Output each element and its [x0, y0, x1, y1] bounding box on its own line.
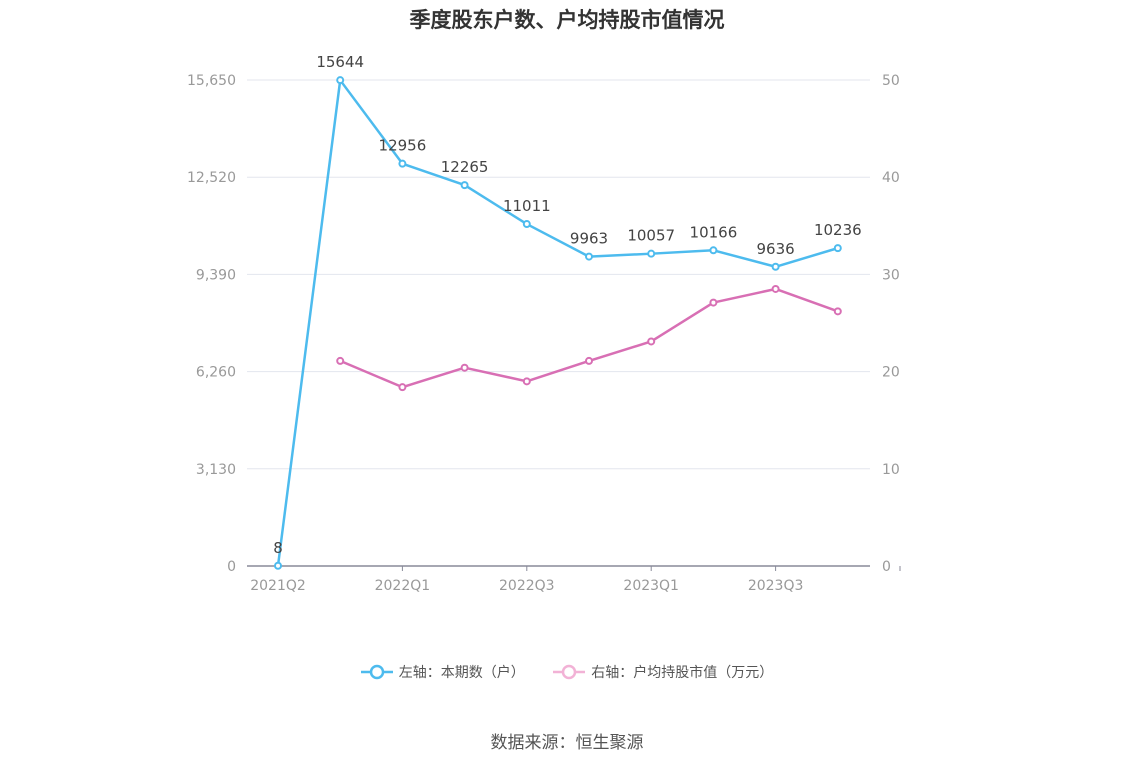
legend-item-right[interactable]: 右轴：户均持股市值（万元） — [553, 662, 773, 682]
x-tick-label: 2023Q3 — [748, 578, 804, 594]
data-point — [398, 159, 407, 168]
data-point — [460, 363, 469, 372]
legend-label-left: 左轴：本期数（户） — [398, 665, 525, 681]
data-point — [709, 246, 718, 255]
data-label: 15644 — [316, 53, 364, 71]
data-point — [585, 356, 593, 365]
data-label: 10057 — [627, 227, 675, 245]
x-tick-label: 2022Q3 — [499, 578, 555, 594]
x-tick-label: 2022Q1 — [375, 578, 431, 594]
left-tick-label: 12,520 — [187, 170, 236, 186]
x-tick-label: 2023Q1 — [623, 578, 679, 594]
data-label: 12956 — [379, 137, 427, 155]
data-point — [522, 377, 531, 386]
data-point — [647, 337, 656, 346]
right-tick-label: 50 — [882, 73, 900, 89]
data-label: 9636 — [757, 240, 795, 258]
data-point — [336, 356, 345, 365]
data-label: 11011 — [503, 197, 551, 215]
left-axis-ticks: 0 3,130 6,260 9,390 12,520 15,650 — [187, 73, 236, 575]
right-axis-ticks: 0 10 20 30 40 50 — [882, 73, 900, 575]
right-tick-label: 10 — [882, 462, 900, 478]
legend-line-icon — [360, 664, 393, 680]
series-lines — [274, 76, 842, 570]
left-tick-label: 0 — [227, 559, 236, 575]
legend-label-right: 右轴：户均持股市值（万元） — [591, 665, 774, 681]
data-label: 9963 — [570, 230, 608, 248]
left-tick-label: 9,390 — [196, 267, 236, 283]
x-tick-label: 2021Q2 — [250, 578, 306, 594]
legend-line-icon — [553, 664, 586, 680]
left-tick-label: 15,650 — [187, 73, 236, 89]
data-label: 12265 — [441, 158, 489, 176]
data-point — [833, 244, 842, 253]
data-point — [585, 252, 593, 261]
legend-item-left[interactable]: 左轴：本期数（户） — [360, 662, 525, 682]
x-axis: 2021Q2 2022Q1 2022Q3 2023Q1 2023Q3 — [247, 565, 901, 594]
data-point — [709, 298, 718, 307]
right-tick-label: 40 — [882, 170, 900, 186]
grid-lines — [247, 79, 870, 470]
data-point — [398, 383, 407, 392]
data-label: 8 — [273, 539, 283, 557]
series-line — [276, 78, 839, 566]
data-point — [274, 561, 282, 570]
data-point — [771, 284, 780, 293]
data-label: 10166 — [690, 223, 738, 241]
data-point — [647, 249, 656, 258]
left-tick-label: 6,260 — [196, 365, 236, 381]
chart-title: 季度股东户数、户均持股市值情况 — [409, 8, 725, 32]
right-tick-label: 20 — [882, 365, 900, 381]
right-tick-label: 30 — [882, 267, 900, 283]
data-point — [522, 220, 531, 229]
series-line — [339, 287, 839, 389]
data-source: 数据来源：恒生聚源 — [490, 733, 644, 753]
data-point — [771, 262, 780, 271]
data-point — [460, 181, 469, 190]
left-tick-label: 3,130 — [196, 462, 236, 478]
data-label: 10236 — [814, 221, 862, 239]
data-point — [833, 307, 842, 316]
data-labels: 8 15644 12956 12265 11011 9963 10057 10166 9636 1… — [273, 53, 861, 557]
data-point — [336, 76, 345, 85]
legend: 左轴：本期数（户） 右轴：户均持股市值（万元） — [0, 662, 1134, 684]
right-tick-label: 0 — [882, 559, 891, 575]
